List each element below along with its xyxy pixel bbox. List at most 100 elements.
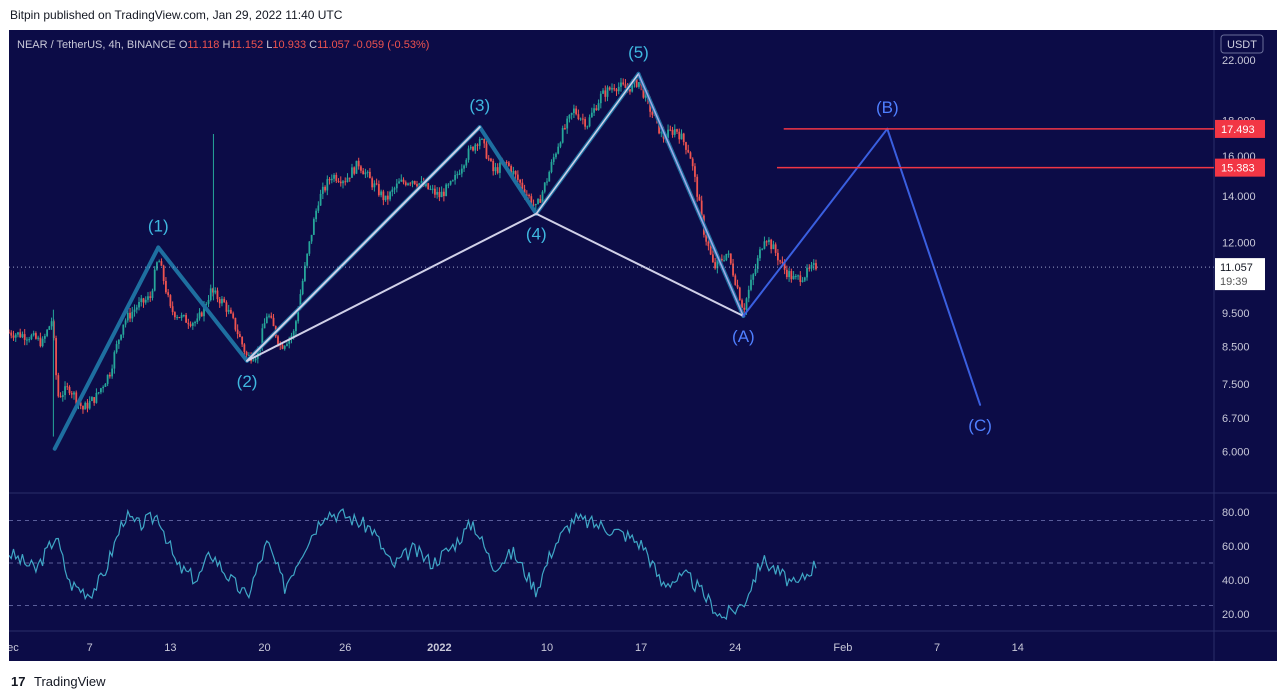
candle-body [84, 402, 87, 410]
candle-body [411, 180, 414, 184]
candle-body [353, 167, 356, 174]
candle-body [288, 338, 291, 344]
candle-body [26, 339, 28, 341]
candle-body [377, 184, 380, 196]
candle-body [494, 167, 497, 172]
candle-body [176, 317, 179, 319]
candle-body [301, 280, 304, 295]
wave-edge-4-5 [535, 73, 640, 215]
candle-body [516, 174, 519, 180]
price-chart[interactable]: 22.00018.00016.00014.00012.0009.5008.500… [9, 30, 1277, 661]
candle-body [366, 171, 369, 173]
symbol-line-part: 10.933 [272, 39, 309, 51]
candle-body [799, 275, 802, 282]
candle-body [28, 339, 31, 341]
candle-body [178, 317, 181, 319]
x-tick-label: 26 [339, 642, 351, 654]
wave-edge-5-a [637, 73, 745, 317]
candle-body [725, 253, 728, 261]
candle-body [277, 336, 279, 345]
candle-body [687, 149, 690, 153]
candle-body [335, 174, 338, 181]
candle-body [756, 258, 759, 270]
resistance-label: 17.493 [1221, 124, 1255, 136]
candle-body [214, 290, 217, 293]
candle-body [321, 186, 324, 194]
candle-body [447, 184, 450, 186]
candle-body [519, 179, 521, 183]
candle-body [750, 279, 752, 290]
candle-body [599, 93, 602, 104]
x-tick-label: 17 [635, 642, 647, 654]
candle-body [391, 189, 394, 192]
candle-body [774, 244, 777, 253]
candle-body [73, 392, 75, 395]
candle-body [440, 191, 443, 198]
candle-body [79, 402, 82, 407]
candle-body [507, 162, 510, 166]
candle-body [564, 128, 566, 130]
candle-body [153, 269, 156, 291]
candle-body [667, 129, 669, 139]
chart-area[interactable]: 22.00018.00016.00014.00012.0009.5008.500… [9, 30, 1277, 661]
candle-body [12, 335, 15, 338]
candle-body [714, 262, 717, 269]
candle-body [120, 334, 122, 340]
x-tick-label: 10 [541, 642, 553, 654]
candle-body [550, 161, 553, 173]
candle-body [705, 234, 708, 242]
candle-body [593, 108, 595, 113]
candle-body [532, 204, 535, 206]
candle-body [474, 144, 477, 151]
candle-body [434, 188, 436, 195]
x-tick-label: 7 [934, 642, 940, 654]
candle-body [469, 146, 472, 149]
candle-body [613, 88, 616, 90]
candle-body [436, 191, 439, 195]
wave-label: (5) [628, 43, 649, 62]
candle-body [429, 188, 432, 190]
symbol-line-part: L [266, 39, 272, 51]
tradingview-brand[interactable]: TradingView [34, 674, 106, 689]
candle-body [200, 312, 203, 317]
candle-body [711, 254, 714, 263]
candle-body [55, 338, 57, 376]
candle-body [167, 292, 170, 296]
candle-body [463, 165, 465, 169]
y-tick-label: 14.000 [1222, 191, 1256, 203]
candle-body [797, 275, 799, 277]
candle-body [754, 269, 757, 275]
candle-body [337, 180, 340, 182]
candle-body [407, 183, 409, 186]
candle-body [384, 195, 387, 201]
candle-body [770, 239, 773, 250]
wave-leg-3-4 [477, 125, 539, 216]
candle-body [344, 181, 347, 183]
candle-body [140, 298, 143, 302]
projection-leg-a-b [742, 127, 889, 318]
candle-body [100, 388, 102, 393]
candle-body [539, 199, 542, 203]
candle-body [386, 195, 389, 200]
candle-body [575, 108, 578, 115]
candle-body [182, 315, 185, 317]
candle-body [420, 181, 423, 184]
candle-body [270, 315, 273, 318]
candle-body [221, 298, 223, 304]
candle-body [230, 309, 232, 314]
candle-body [238, 334, 241, 337]
candle-body [263, 323, 266, 329]
candle-body [815, 263, 817, 270]
candle-body [180, 315, 183, 318]
candle-body [75, 392, 78, 404]
candle-body [108, 374, 111, 377]
candle-body [534, 203, 537, 206]
candle-body [438, 191, 441, 198]
candle-body [369, 171, 371, 179]
candle-body [810, 264, 813, 269]
candle-body [348, 177, 351, 179]
candle-body [375, 183, 378, 185]
wave-label: (C) [968, 416, 992, 435]
candle-body [418, 183, 421, 187]
candle-body [232, 313, 235, 318]
